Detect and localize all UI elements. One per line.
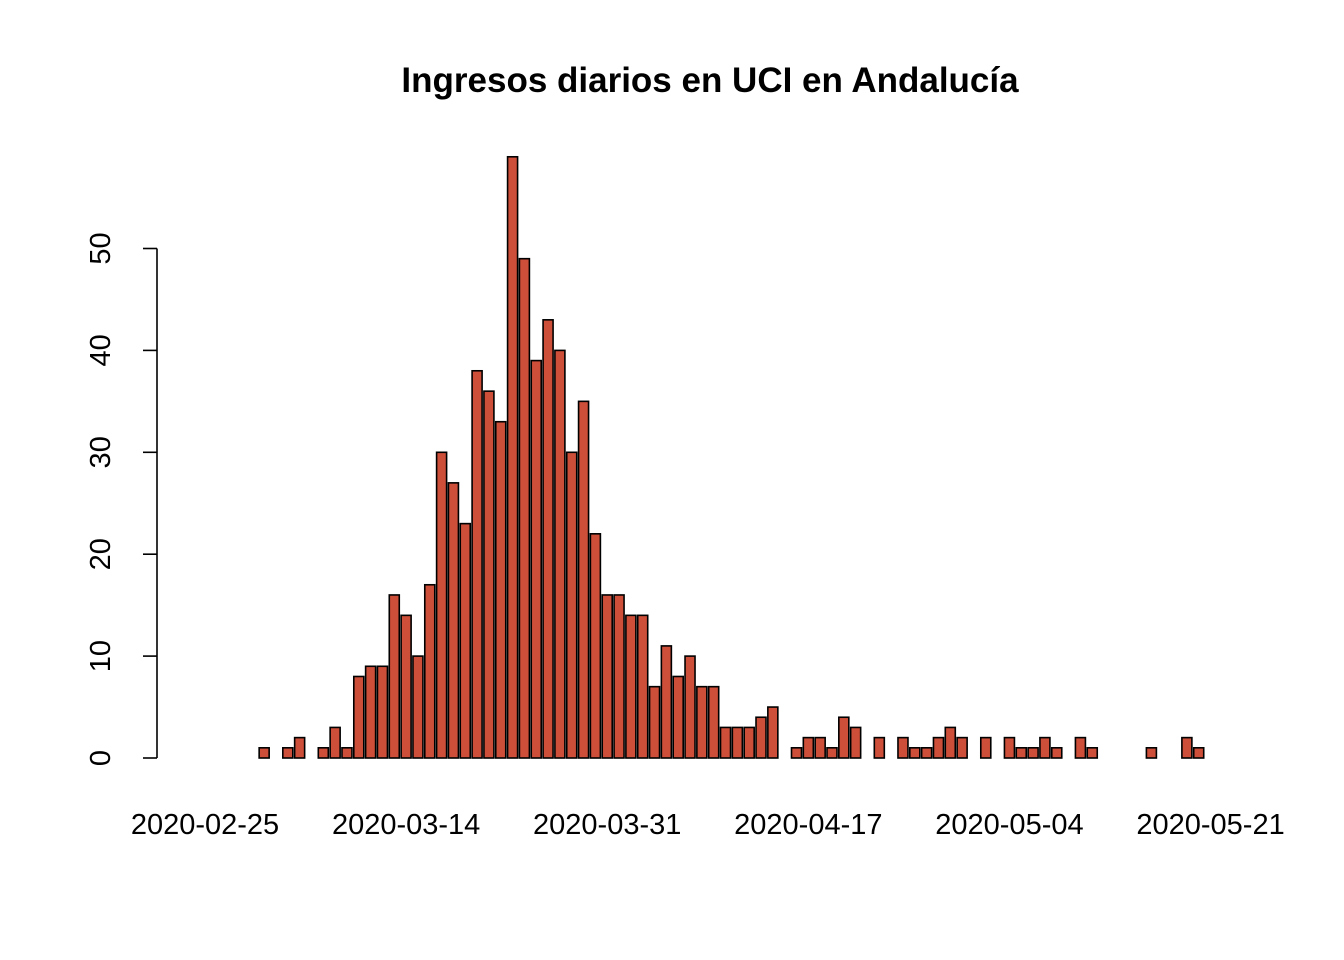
bar — [435, 451, 448, 759]
x-tick-label: 2020-02-25 — [131, 809, 279, 841]
bar — [1086, 747, 1099, 759]
bar — [518, 257, 531, 759]
bar — [613, 594, 625, 759]
x-axis: 2020-02-25 2020-03-14 2020-03-31 2020-04-17… — [131, 809, 1285, 841]
bar — [636, 614, 649, 759]
x-tick-label: 2020-04-17 — [734, 809, 882, 841]
bar — [459, 522, 472, 759]
bar — [920, 747, 933, 759]
bar — [554, 349, 566, 759]
bar — [696, 685, 708, 759]
bar — [625, 614, 637, 759]
y-tick-label: 10 — [85, 640, 117, 672]
bar — [755, 716, 767, 759]
x-tick-label: 2020-03-31 — [533, 809, 681, 841]
bar — [329, 726, 341, 759]
y-tick-label: 0 — [85, 750, 117, 766]
bar — [767, 706, 779, 759]
bar — [483, 390, 495, 759]
bar — [364, 665, 377, 759]
bar — [743, 726, 755, 759]
bar — [684, 655, 696, 759]
bar — [1181, 736, 1193, 759]
bar — [707, 685, 720, 759]
y-tick-label: 30 — [85, 436, 117, 468]
x-tick-label: 2020-05-04 — [935, 809, 1083, 841]
bar — [1192, 747, 1205, 759]
y-tick-label: 40 — [85, 334, 117, 366]
bar — [1027, 747, 1039, 759]
y-axis: 0 10 20 30 40 50 — [85, 232, 158, 766]
bar — [956, 736, 968, 759]
x-tick-label: 2020-03-14 — [332, 809, 480, 841]
bar — [1003, 736, 1016, 759]
x-tick-label: 2020-05-21 — [1136, 809, 1284, 841]
bar — [341, 747, 353, 759]
bar — [352, 675, 365, 759]
bar — [317, 747, 330, 759]
bar — [1050, 747, 1063, 759]
bar — [790, 747, 803, 759]
bar — [1145, 747, 1158, 759]
bar — [838, 716, 850, 759]
bar — [471, 369, 483, 759]
bar — [944, 726, 957, 759]
bar — [589, 533, 602, 759]
bar — [897, 736, 909, 759]
bar — [530, 359, 543, 759]
bar — [412, 655, 424, 759]
y-tick-label: 20 — [85, 538, 117, 570]
bar-series — [258, 155, 1205, 759]
bar — [660, 645, 673, 759]
bar — [814, 736, 826, 759]
bar — [908, 747, 921, 759]
bar — [447, 482, 460, 759]
bar — [293, 736, 306, 759]
bar — [542, 319, 554, 759]
bar — [731, 726, 744, 759]
bar — [802, 736, 815, 759]
bar — [648, 685, 661, 759]
bar — [1015, 747, 1028, 759]
bar — [258, 747, 270, 759]
chart-title: Ingresos diarios en UCI en Andalucía — [401, 61, 1019, 100]
bar — [1039, 736, 1051, 759]
bar — [601, 594, 614, 759]
bar — [506, 155, 519, 759]
bar — [423, 583, 436, 759]
bar — [849, 726, 862, 759]
bar — [979, 736, 992, 759]
bar — [400, 614, 412, 759]
bar — [282, 747, 294, 759]
bar — [826, 747, 838, 759]
bar — [719, 726, 732, 759]
bar — [672, 675, 685, 759]
bar — [1074, 736, 1087, 759]
bar — [388, 594, 401, 759]
bar — [565, 451, 578, 759]
y-tick-label: 50 — [85, 232, 117, 264]
bar — [376, 665, 389, 759]
bar — [873, 736, 886, 759]
bar — [494, 420, 507, 759]
bar — [577, 400, 590, 759]
bar — [932, 736, 945, 759]
